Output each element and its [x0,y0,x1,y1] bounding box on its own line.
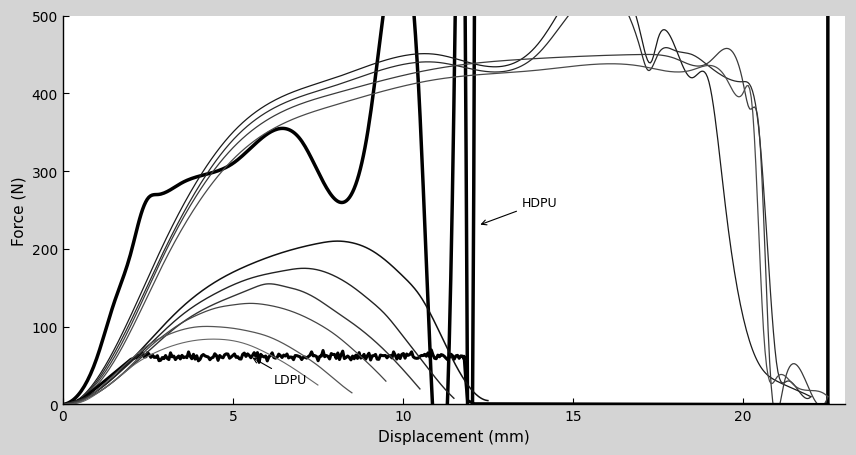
X-axis label: Displacement (mm): Displacement (mm) [378,429,530,444]
Text: LDPU: LDPU [253,359,307,386]
Y-axis label: Force (N): Force (N) [11,176,27,245]
Text: HDPU: HDPU [481,197,557,225]
